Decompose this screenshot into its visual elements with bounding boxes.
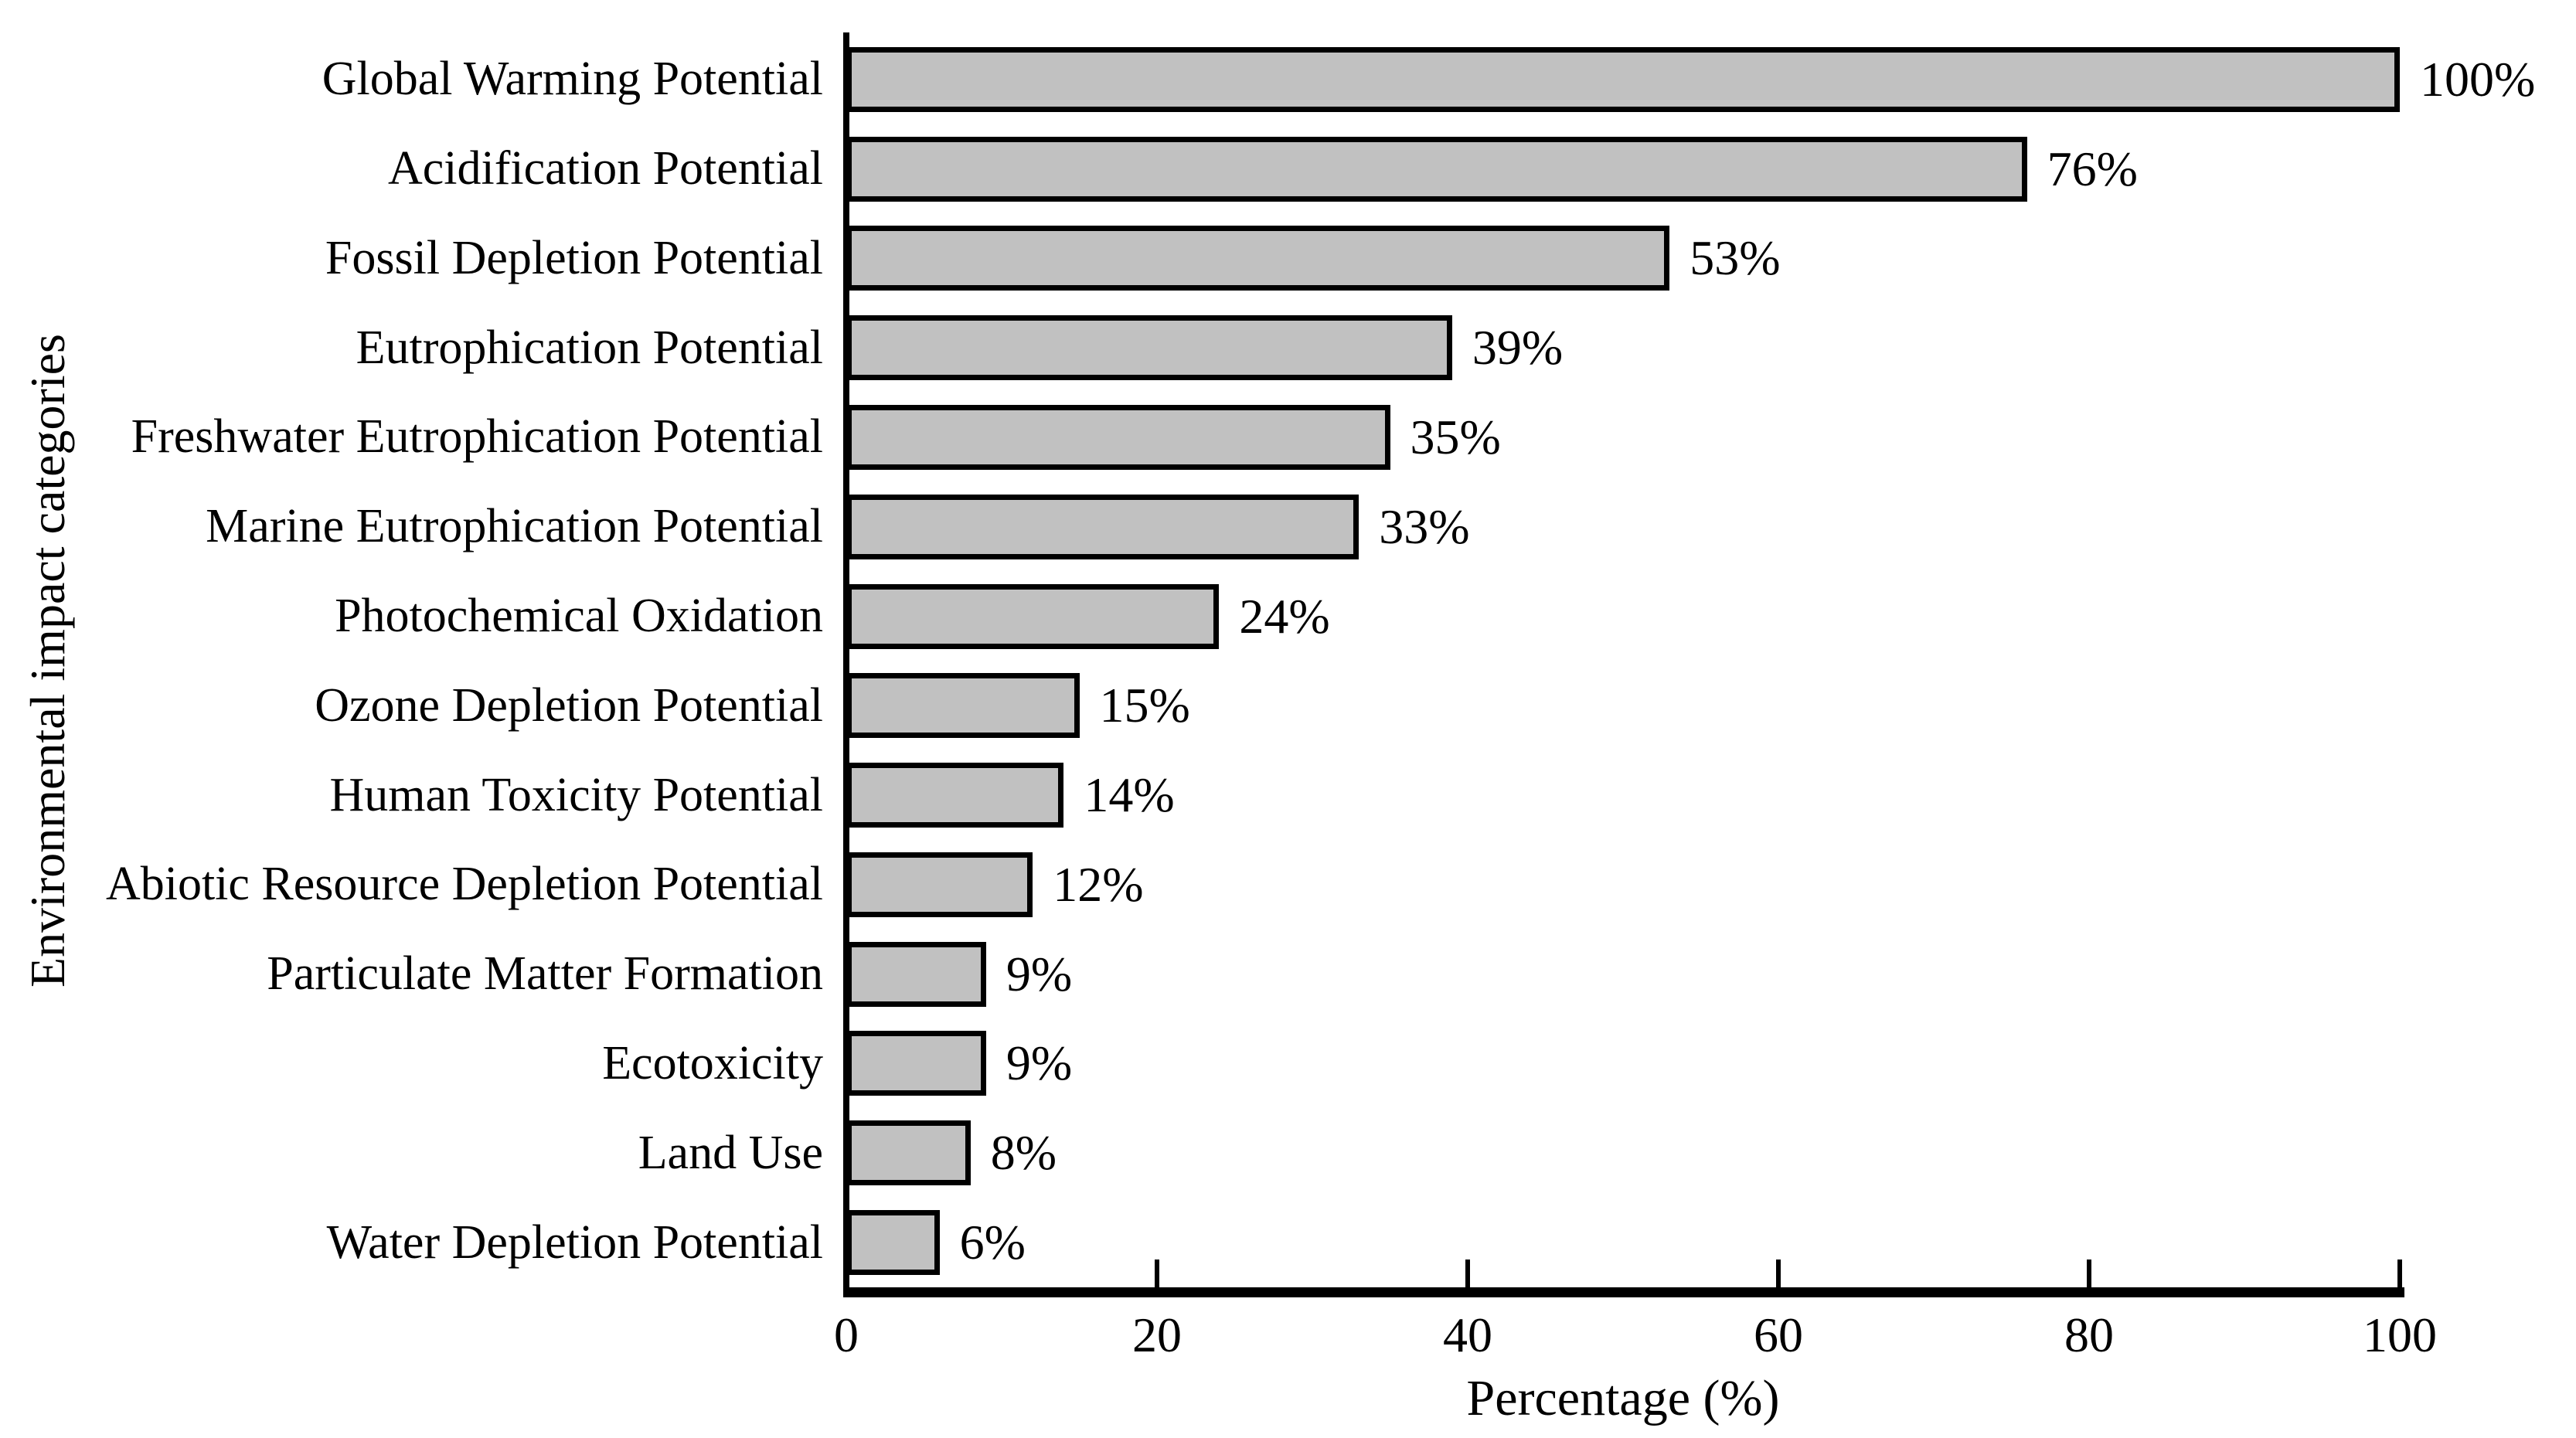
- bar-track: 76%: [846, 124, 2576, 214]
- bar-track: 33%: [846, 482, 2576, 572]
- value-label: 39%: [1472, 320, 1564, 376]
- bar-row: Global Warming Potential 100%: [0, 35, 2576, 124]
- y-axis-line: [843, 32, 849, 1297]
- bar: [846, 226, 1670, 291]
- category-label: Particulate Matter Formation: [267, 947, 823, 1001]
- category-label: Water Depletion Potential: [326, 1215, 823, 1269]
- bar: [846, 583, 1220, 649]
- value-label: 9%: [1006, 1035, 1073, 1091]
- category-label: Eutrophication Potential: [356, 321, 823, 374]
- bar-track: 39%: [846, 303, 2576, 393]
- bar-row: Ozone Depletion Potential 15%: [0, 661, 2576, 750]
- x-tick: [2397, 1260, 2402, 1287]
- category-label: Ecotoxicity: [602, 1036, 823, 1090]
- bar-track: 9%: [846, 930, 2576, 1019]
- bar: [846, 852, 1033, 917]
- x-axis-line: [843, 1287, 2404, 1297]
- bar-track: 12%: [846, 840, 2576, 930]
- category-label: Land Use: [638, 1126, 823, 1179]
- bar-rows: Global Warming Potential 100% Acidificat…: [0, 35, 2576, 1287]
- bar-track: 24%: [846, 572, 2576, 661]
- x-tick-label: 40: [1443, 1307, 1492, 1362]
- bar-row: Abiotic Resource Depletion Potential 12%: [0, 840, 2576, 930]
- bar-row: Fossil Depletion Potential 53%: [0, 214, 2576, 304]
- bar: [846, 941, 986, 1007]
- category-label: Freshwater Eutrophication Potential: [131, 410, 823, 464]
- value-label: 100%: [2420, 51, 2536, 107]
- value-label: 24%: [1239, 588, 1330, 644]
- bar: [846, 46, 2400, 112]
- bar: [846, 673, 1080, 739]
- bar-track: 100%: [846, 35, 2576, 124]
- value-label: 12%: [1053, 856, 1144, 912]
- bar-row: Eutrophication Potential 39%: [0, 303, 2576, 393]
- category-label: Photochemical Oxidation: [335, 590, 823, 643]
- x-tick: [1155, 1260, 1159, 1287]
- bar-track: 8%: [846, 1108, 2576, 1198]
- bar-row: Freshwater Eutrophication Potential 35%: [0, 393, 2576, 482]
- bar-track: 6%: [846, 1198, 2576, 1287]
- bar: [846, 494, 1359, 559]
- x-tick: [2087, 1260, 2091, 1287]
- value-label: 6%: [959, 1215, 1026, 1270]
- bar: [846, 315, 1452, 381]
- x-tick: [1465, 1260, 1470, 1287]
- bar: [846, 405, 1390, 471]
- x-tick: [1776, 1260, 1781, 1287]
- bar: [846, 1120, 971, 1186]
- value-label: 8%: [990, 1125, 1057, 1181]
- bar-row: Photochemical Oxidation 24%: [0, 572, 2576, 661]
- value-label: 53%: [1690, 230, 1781, 286]
- x-tick-label: 20: [1132, 1307, 1182, 1362]
- bar-track: 14%: [846, 750, 2576, 840]
- bar: [846, 1210, 940, 1276]
- bar-row: Particulate Matter Formation 9%: [0, 930, 2576, 1019]
- bar-row: Acidification Potential 76%: [0, 124, 2576, 214]
- value-label: 35%: [1410, 410, 1501, 465]
- bar-track: 9%: [846, 1019, 2576, 1109]
- bar-track: 35%: [846, 393, 2576, 482]
- bar-row: Human Toxicity Potential 14%: [0, 750, 2576, 840]
- value-label: 9%: [1006, 946, 1073, 1001]
- value-label: 14%: [1084, 767, 1175, 823]
- category-label: Human Toxicity Potential: [329, 768, 823, 821]
- category-label: Global Warming Potential: [322, 53, 823, 106]
- bar-track: 53%: [846, 214, 2576, 304]
- value-label: 15%: [1099, 678, 1190, 733]
- bar-row: Marine Eutrophication Potential 33%: [0, 482, 2576, 572]
- category-label: Abiotic Resource Depletion Potential: [105, 858, 823, 911]
- bar-track: 15%: [846, 661, 2576, 750]
- x-tick: [844, 1260, 849, 1287]
- bar: [846, 1031, 986, 1096]
- bar: [846, 136, 2027, 202]
- bar-row: Water Depletion Potential 6%: [0, 1198, 2576, 1287]
- category-label: Marine Eutrophication Potential: [206, 500, 823, 553]
- bar: [846, 763, 1064, 828]
- category-label: Acidification Potential: [387, 142, 823, 195]
- value-label: 76%: [2047, 141, 2138, 196]
- bar-row: Ecotoxicity 9%: [0, 1019, 2576, 1109]
- x-tick-label: 100: [2363, 1307, 2437, 1362]
- value-label: 33%: [1379, 498, 1470, 554]
- category-label: Ozone Depletion Potential: [315, 678, 823, 732]
- category-label: Fossil Depletion Potential: [325, 231, 823, 284]
- x-tick-label: 80: [2064, 1307, 2114, 1362]
- x-tick-label: 0: [834, 1307, 859, 1362]
- x-axis-title: Percentage (%): [1466, 1370, 1780, 1426]
- x-tick-label: 60: [1754, 1307, 1803, 1362]
- bar-row: Land Use 8%: [0, 1108, 2576, 1198]
